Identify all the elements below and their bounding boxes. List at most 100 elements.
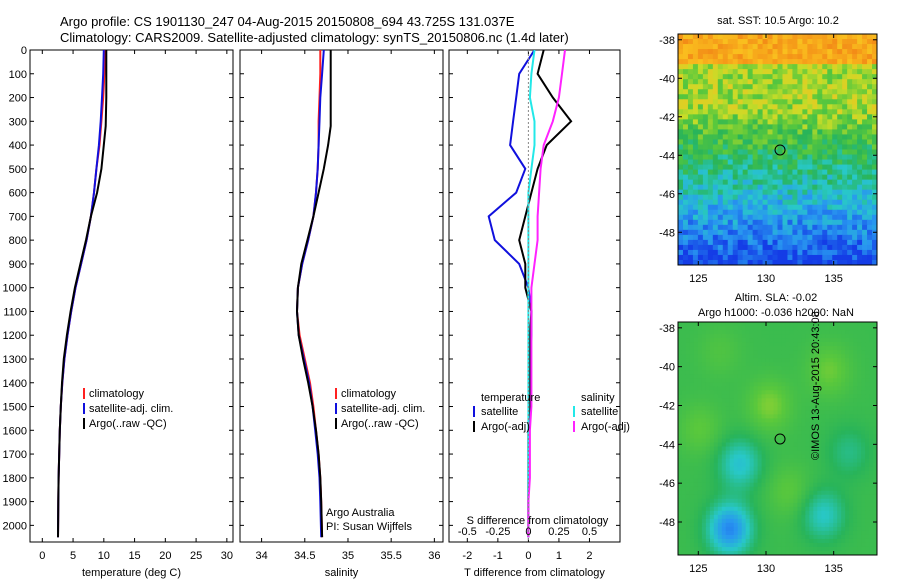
map-cell xyxy=(869,378,874,383)
map-cell xyxy=(785,362,790,367)
map-cell xyxy=(841,498,846,504)
map-cell xyxy=(869,426,874,431)
map-cell xyxy=(805,402,810,407)
map-cell xyxy=(749,394,755,399)
map-cell xyxy=(717,366,723,371)
map-cell xyxy=(737,74,744,80)
map-cell xyxy=(729,370,735,375)
map-cell xyxy=(712,249,719,256)
map-cell xyxy=(801,394,806,399)
map-cell xyxy=(693,354,699,359)
map-cell xyxy=(717,502,723,508)
map-cell xyxy=(705,442,711,448)
map-cell xyxy=(861,402,866,407)
map-cell xyxy=(841,502,846,508)
map-cell xyxy=(797,422,802,427)
map-cell xyxy=(822,159,828,166)
map-cell xyxy=(829,506,834,512)
map-cell xyxy=(797,442,802,448)
map-cell xyxy=(787,89,793,95)
map-cell xyxy=(733,406,739,411)
map-cell xyxy=(852,79,858,85)
map-cell xyxy=(809,502,814,508)
map-cell xyxy=(781,434,786,439)
map-cell xyxy=(817,44,823,50)
map-cell xyxy=(769,394,775,399)
map-cell xyxy=(805,326,810,331)
map-cell xyxy=(793,386,798,391)
map-cell xyxy=(702,109,709,115)
map-cell xyxy=(765,446,771,452)
map-cell xyxy=(821,362,826,367)
map-cell xyxy=(681,410,687,415)
map-cell xyxy=(729,354,735,359)
map-cell xyxy=(801,386,806,391)
map-cell xyxy=(769,430,775,435)
map-cell xyxy=(802,259,808,266)
map-cell xyxy=(692,179,699,186)
map-cell xyxy=(733,350,739,355)
map-cell xyxy=(678,530,683,536)
map-cell xyxy=(847,54,853,60)
map-cell xyxy=(841,346,846,351)
map-cell xyxy=(713,474,719,480)
map-cell xyxy=(697,219,704,226)
map-cell xyxy=(872,34,878,40)
map-cell xyxy=(702,214,709,221)
map-cell xyxy=(682,234,689,241)
map-cell xyxy=(767,114,774,120)
map-cell xyxy=(792,194,798,201)
map-cell xyxy=(757,94,764,100)
map-cell xyxy=(742,254,749,261)
map-cell xyxy=(722,74,729,80)
map-cell xyxy=(745,510,751,516)
map-cell xyxy=(809,370,814,375)
map-cell xyxy=(767,134,774,140)
map-cell xyxy=(713,478,719,484)
map-cell xyxy=(801,522,806,528)
map-cell xyxy=(741,434,747,439)
map-cell xyxy=(805,382,810,387)
map-cell xyxy=(862,119,868,125)
map-cell xyxy=(762,149,769,156)
s-tick-label: 0 xyxy=(525,526,531,538)
map-cell xyxy=(697,169,704,176)
map-cell xyxy=(767,49,774,55)
map-cell xyxy=(829,430,834,435)
map-cell xyxy=(692,194,699,201)
map-cell xyxy=(721,474,727,480)
map-cell xyxy=(812,214,818,221)
map-cell xyxy=(712,39,719,45)
map-cell xyxy=(693,338,699,343)
map-cell xyxy=(829,422,834,427)
map-cell xyxy=(853,530,858,536)
map-cell xyxy=(812,129,818,135)
map-cell xyxy=(861,358,866,363)
map-cell xyxy=(707,69,714,75)
map-cell xyxy=(869,442,874,448)
map-cell xyxy=(782,244,788,251)
map-cell xyxy=(847,74,853,80)
map-cell xyxy=(805,514,810,520)
map-cell xyxy=(742,124,749,130)
map-cell xyxy=(722,149,729,156)
map-cell xyxy=(853,414,858,419)
map-cell xyxy=(842,184,848,191)
map-cell xyxy=(745,346,751,351)
map-cell xyxy=(817,214,823,221)
map-cell xyxy=(693,498,699,504)
map-cell xyxy=(693,410,699,415)
map-cell xyxy=(761,478,767,484)
map-cell xyxy=(817,402,822,407)
map-cell xyxy=(717,184,724,191)
map-cell xyxy=(789,422,794,427)
map-cell xyxy=(832,229,838,236)
map-cell xyxy=(852,69,858,75)
map-cell xyxy=(737,249,744,256)
map-cell xyxy=(702,94,709,100)
map-cell xyxy=(712,144,719,150)
map-cell xyxy=(792,179,798,186)
map-cell xyxy=(873,478,878,484)
map-cell xyxy=(757,442,763,448)
map-cell xyxy=(849,474,854,480)
